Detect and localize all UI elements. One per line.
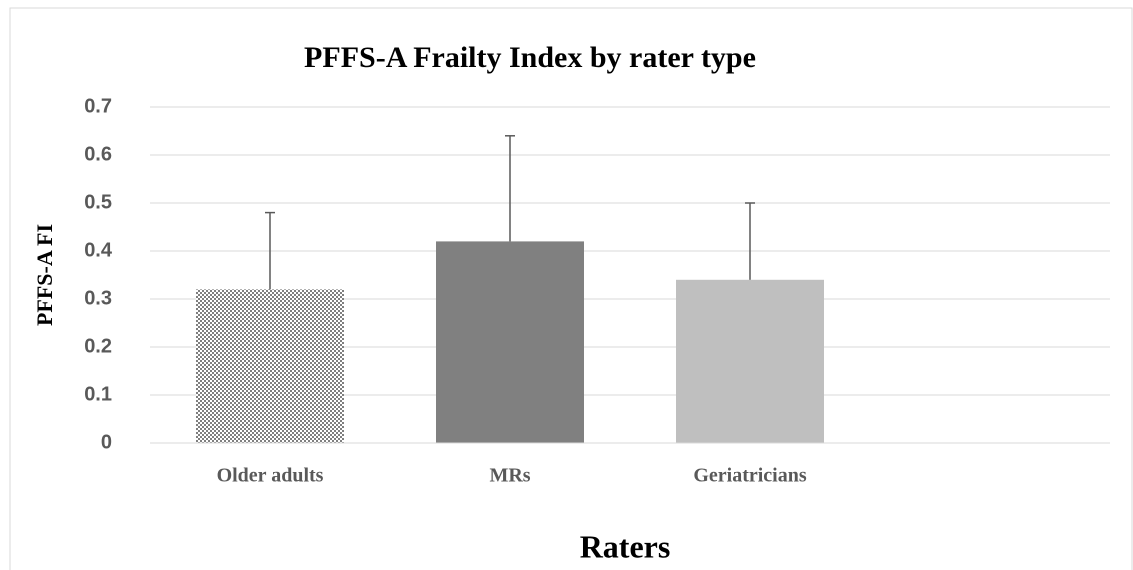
chart-frame xyxy=(9,7,1133,570)
y-tick-label: 0 xyxy=(101,431,112,453)
y-tick-label: 0.1 xyxy=(84,383,112,405)
y-tick-label: 0.2 xyxy=(84,335,112,357)
y-tick-label: 0.4 xyxy=(84,239,113,261)
bar xyxy=(436,241,584,443)
y-tick-label: 0.3 xyxy=(84,287,112,309)
x-tick-label: MRs xyxy=(489,465,530,487)
bar xyxy=(196,289,344,443)
x-tick-label: Geriatricians xyxy=(693,465,807,487)
chart-title: PFFS-A Frailty Index by rater type xyxy=(304,41,756,74)
y-axis-label: PFFS-A FI xyxy=(32,224,57,326)
y-tick-label: 0.7 xyxy=(84,95,112,117)
bar xyxy=(676,279,824,443)
y-tick-label: 0.6 xyxy=(84,143,112,165)
x-axis-label: Raters xyxy=(580,528,671,564)
y-tick-label: 0.5 xyxy=(84,191,112,213)
x-tick-label: Older adults xyxy=(217,465,324,487)
